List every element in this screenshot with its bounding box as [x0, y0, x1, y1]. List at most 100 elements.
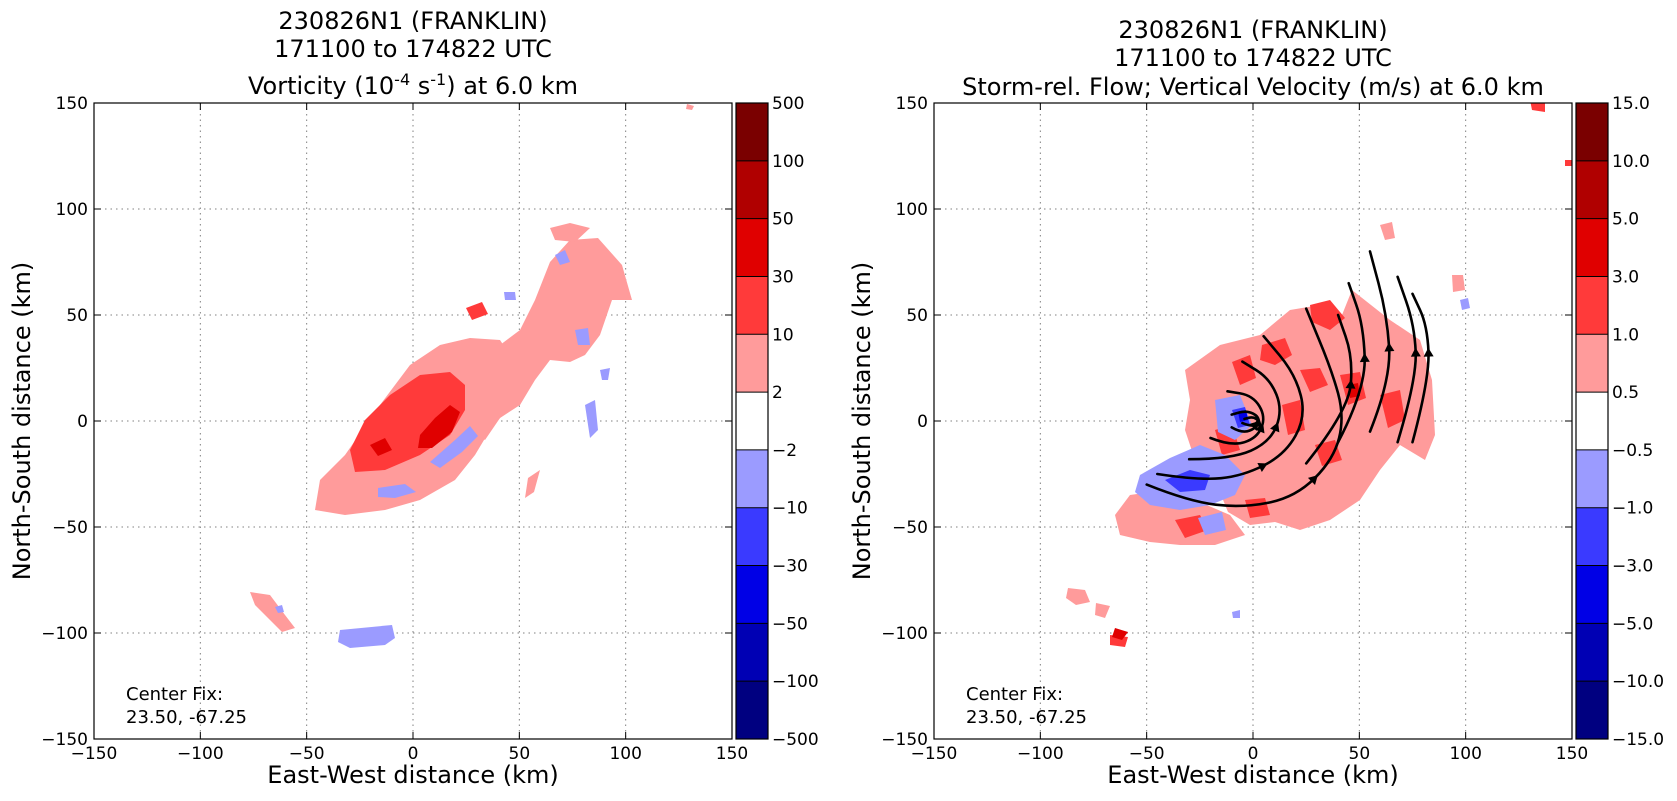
colorbar-segment	[1576, 334, 1608, 393]
left-title-line-3: Vorticity (10-4 s-1) at 6.0 km	[248, 70, 578, 100]
vorticity-region-neg-2-10	[430, 426, 478, 468]
right-title-line-1: 230826N1 (FRANKLIN)	[1118, 16, 1387, 44]
streamline-arrowhead	[1249, 421, 1260, 431]
velocity-region-1.0-3.0	[1232, 355, 1256, 385]
left-y-tick-label: 150	[56, 94, 88, 114]
left-x-axis-label: East-West distance (km)	[267, 761, 558, 789]
vorticity-region-neg-2-10	[600, 368, 610, 380]
left-x-tick-label: −100	[177, 744, 224, 764]
colorbar-segment	[1576, 681, 1608, 739]
streamline-arrowhead	[1410, 347, 1421, 357]
colorbar-label: 1.0	[1612, 325, 1639, 345]
vorticity-region-neg-2-10	[555, 250, 570, 265]
right-y-tick-label: −50	[892, 518, 928, 538]
streamline-arrowhead	[1270, 422, 1280, 433]
colorbar-label: 10.0	[1612, 152, 1650, 172]
colorbar-label: 2	[772, 383, 783, 403]
streamline-arrowhead	[1384, 342, 1395, 352]
vorticity-region-neg-2-10	[575, 328, 590, 345]
velocity-region-1.0-3.0	[1300, 368, 1328, 392]
colorbar-segment	[736, 276, 768, 335]
left-title-line-2: 171100 to 174822 UTC	[274, 35, 552, 63]
vorticity-region-neg-2-10	[504, 292, 516, 300]
velocity-region-1.0-3.0	[1530, 103, 1545, 112]
right-y-axis-label: North-South distance (km)	[848, 262, 876, 581]
streamline	[1156, 334, 1304, 481]
colorbar-label: −15.0	[1612, 730, 1664, 750]
left-y-tick-label: 100	[56, 200, 88, 220]
colorbar-segment	[1576, 103, 1608, 161]
colorbar-segment	[736, 449, 768, 508]
vorticity-colorbar: 500 100 50 30 10 2 −2 −10 −30 −50 −100 −500	[735, 94, 819, 750]
colorbar-segment	[736, 681, 768, 739]
velocity-region-1.0-3.0	[1380, 390, 1405, 428]
colorbar-segment	[736, 392, 768, 450]
streamline-arrowhead	[1359, 352, 1370, 363]
left-x-tick-label: 0	[408, 744, 419, 764]
vorticity-region-neg-2-10	[378, 484, 416, 498]
colorbar-label: 500	[772, 94, 804, 114]
right-y-tick-label: 150	[896, 94, 928, 114]
vorticity-region-neg-2-10	[275, 605, 284, 613]
right-title-line-3: Storm-rel. Flow; Vertical Velocity (m/s)…	[962, 73, 1544, 101]
colorbar-label: −1.0	[1612, 499, 1653, 519]
colorbar-segment	[1576, 507, 1608, 566]
right-center-fix-value: 23.50, -67.25	[966, 707, 1087, 728]
vorticity-region-30-50	[418, 405, 460, 448]
vertical-velocity-field	[1066, 103, 1572, 647]
colorbar-label: −50	[772, 614, 808, 634]
left-x-tick-label: −150	[71, 744, 118, 764]
left-center-fix-label: Center Fix:	[126, 684, 223, 705]
velocity-region-0.5-1.0	[1452, 275, 1465, 292]
velocity-region-0.5-1.0	[1380, 222, 1395, 240]
right-ticks: −150 −100 −50 0 50 100 150 −150 −100 −50 0 50 100 150	[881, 94, 1588, 764]
vorticity-region-2-10	[250, 592, 295, 632]
colorbar-label: −2	[772, 441, 797, 461]
colorbar-segment	[1576, 218, 1608, 277]
left-x-tick-label: 50	[509, 744, 531, 764]
vorticity-region-2-10	[550, 223, 590, 242]
colorbar-segment	[1576, 623, 1608, 682]
velocity-region-3.0-5.0	[1112, 628, 1128, 640]
colorbar-label: 50	[772, 210, 794, 230]
right-center-fix-label: Center Fix:	[966, 684, 1063, 705]
colorbar-label: −500	[772, 730, 819, 750]
colorbar-segment	[1576, 392, 1608, 450]
storm-relative-flow-streamlines	[1145, 250, 1434, 508]
velocity-region-neg-0.5-1.0	[1215, 395, 1252, 440]
left-y-tick-label: −150	[41, 730, 88, 750]
colorbar-label: 3.0	[1612, 267, 1639, 287]
vertical-velocity-panel: 230826N1 (FRANKLIN) 171100 to 174822 UTC…	[848, 16, 1664, 789]
left-ticks: −150 −100 −50 0 50 100 150 −150 −100 −50 0 50 100 150	[41, 94, 748, 764]
streamline-arrowhead	[1423, 347, 1434, 357]
left-y-tick-label: −50	[52, 518, 88, 538]
vorticity-panel: 230826N1 (FRANKLIN) 171100 to 174822 UTC…	[8, 7, 819, 789]
right-x-tick-label: −50	[1129, 744, 1165, 764]
velocity-region-0.5-1.0	[1066, 588, 1090, 605]
streamline-arrowhead	[1257, 463, 1268, 473]
colorbar-frame	[735, 102, 769, 740]
colorbar-label: −0.5	[1612, 441, 1653, 461]
left-title-line-1: 230826N1 (FRANKLIN)	[278, 7, 547, 35]
colorbar-label: 0.5	[1612, 383, 1639, 403]
left-center-fix-value: 23.50, -67.25	[126, 707, 247, 728]
vorticity-region-30-50	[370, 438, 392, 456]
colorbar-frame	[1575, 102, 1609, 740]
vorticity-region-2-10	[686, 104, 694, 110]
colorbar-label: −30	[772, 557, 808, 577]
left-x-tick-label: 150	[716, 744, 748, 764]
colorbar-label: 30	[772, 267, 794, 287]
vertical-velocity-colorbar: 15.0 10.0 5.0 3.0 1.0 0.5 −0.5 −1.0 −3.0 −5.0 −10.…	[1575, 94, 1664, 750]
vorticity-region-2-10	[525, 470, 540, 498]
left-y-axis-label: North-South distance (km)	[8, 262, 36, 581]
right-x-tick-label: 150	[1556, 744, 1588, 764]
colorbar-label: 10	[772, 325, 794, 345]
colorbar-label: 5.0	[1612, 210, 1639, 230]
right-title-line-2: 171100 to 174822 UTC	[1114, 44, 1392, 72]
vorticity-region-neg-2-10	[338, 625, 395, 648]
velocity-region-0.5-1.0	[1095, 603, 1110, 618]
colorbar-label: −10	[772, 499, 808, 519]
left-y-tick-label: −100	[41, 624, 88, 644]
colorbar-segment	[736, 334, 768, 393]
